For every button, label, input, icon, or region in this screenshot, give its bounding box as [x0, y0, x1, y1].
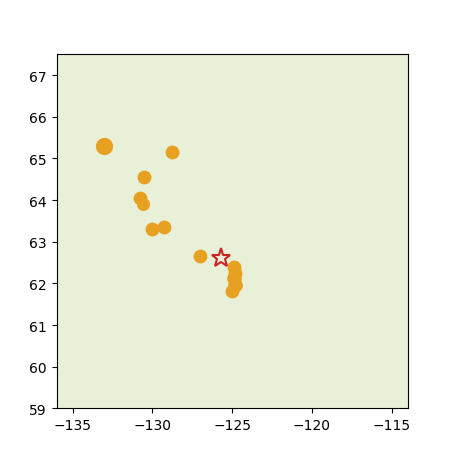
- Point: [160, 224, 167, 231]
- Point: [197, 253, 204, 260]
- Point: [139, 201, 146, 208]
- Point: [230, 263, 237, 271]
- Point: [168, 149, 175, 157]
- Point: [231, 270, 238, 277]
- Point: [141, 174, 148, 181]
- Point: [101, 143, 108, 150]
- Point: [232, 282, 239, 290]
- Point: [230, 275, 237, 282]
- Point: [136, 195, 143, 202]
- Point: [149, 226, 156, 233]
- Point: [228, 288, 236, 295]
